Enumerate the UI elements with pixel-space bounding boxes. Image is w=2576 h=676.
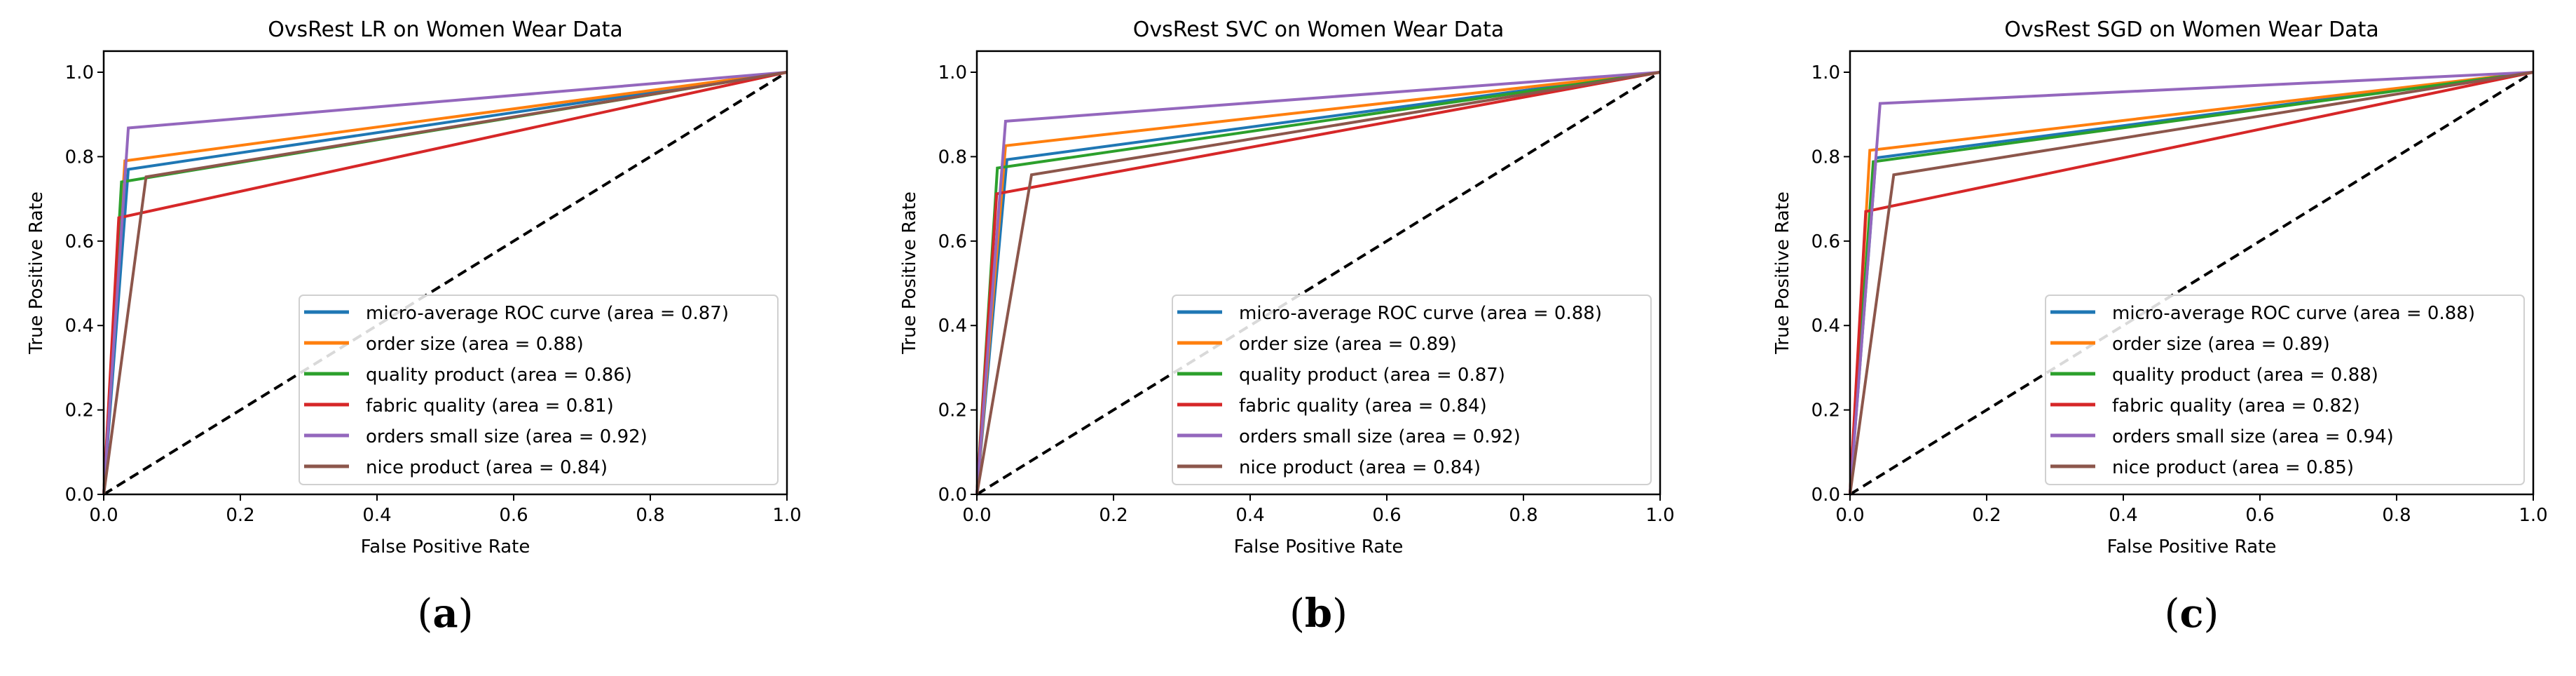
- legend-box: [1172, 295, 1652, 485]
- x-tick-label: 0.2: [1099, 505, 1128, 526]
- y-tick-label: 0.0: [65, 485, 94, 506]
- legend-label: fabric quality (area = 0.82): [2112, 396, 2360, 417]
- legend-label: order size (area = 0.88): [366, 334, 584, 355]
- y-tick-label: 0.4: [938, 316, 967, 337]
- y-axis-label: True Positive Rate: [26, 191, 47, 355]
- legend-box: [2045, 295, 2525, 485]
- legend-label: quality product (area = 0.88): [2112, 365, 2378, 386]
- y-axis-label: True Positive Rate: [1772, 191, 1793, 355]
- legend-label: micro-average ROC curve (area = 0.88): [1239, 303, 1602, 324]
- y-tick-label: 0.2: [938, 400, 967, 421]
- y-tick-label: 1.0: [1811, 62, 1840, 83]
- y-tick-label: 0.2: [65, 400, 94, 421]
- legend-label: nice product (area = 0.85): [2112, 457, 2354, 478]
- roc-curve-4: [975, 71, 1661, 495]
- y-tick-label: 0.6: [938, 231, 967, 252]
- axes-frame: [975, 50, 1662, 496]
- y-tick-label: 1.0: [938, 62, 967, 83]
- roc-curve-5: [102, 71, 788, 495]
- x-tick-label: 0.0: [1835, 505, 1864, 526]
- chart-title: OvsRest SVC on Women Wear Data: [1133, 18, 1505, 42]
- roc-panel: OvsRest SVC on Women Wear Data 0.0 0.2 0.4 0…: [899, 18, 1675, 557]
- x-tick-label: 1.0: [1645, 505, 1674, 526]
- x-tick-label: 0.6: [499, 505, 528, 526]
- y-axis-label: True Positive Rate: [899, 191, 920, 355]
- y-tick-label: 0.2: [1811, 400, 1840, 421]
- legend-label: orders small size (area = 0.92): [1239, 426, 1521, 447]
- caption-letter: b: [1304, 590, 1333, 637]
- x-tick-label: 0.4: [362, 505, 391, 526]
- legend-label: nice product (area = 0.84): [1239, 457, 1481, 478]
- y-tick-label: 0.4: [65, 316, 94, 337]
- roc-panel: OvsRest LR on Women Wear Data 0.0 0.2 0.4 0.…: [26, 18, 802, 557]
- legend: micro-average ROC curve (area = 0.88) ord…: [2045, 295, 2525, 485]
- x-tick-label: 0.8: [1509, 505, 1537, 526]
- y-tick-label: 0.6: [65, 231, 94, 252]
- roc-curve-5: [975, 71, 1661, 495]
- caption-letter: c: [2179, 590, 2204, 637]
- roc-curve-5: [1849, 71, 2534, 495]
- chance-diagonal-line: [102, 71, 788, 496]
- subfigure-caption: (b): [1289, 590, 1348, 637]
- x-tick-label: 0.4: [1235, 505, 1264, 526]
- x-axis-label: False Positive Rate: [1234, 536, 1404, 557]
- x-tick-label: 0.6: [1372, 505, 1401, 526]
- subfigure-caption: (a): [417, 590, 474, 637]
- x-tick-label: 1.0: [772, 505, 801, 526]
- legend: micro-average ROC curve (area = 0.88) ord…: [1172, 295, 1652, 485]
- legend-label: fabric quality (area = 0.84): [1239, 396, 1487, 417]
- y-tick-label: 0.4: [1811, 316, 1840, 337]
- legend-label: micro-average ROC curve (area = 0.87): [366, 303, 729, 324]
- legend: micro-average ROC curve (area = 0.87) ord…: [299, 295, 779, 485]
- y-tick-label: 0.0: [938, 485, 967, 506]
- roc-panel: OvsRest SGD on Women Wear Data 0.0 0.2 0.4 0…: [1772, 18, 2548, 557]
- legend-label: micro-average ROC curve (area = 0.88): [2112, 303, 2475, 324]
- chance-diagonal-line: [1849, 71, 2535, 496]
- y-tick-label: 1.0: [65, 62, 94, 83]
- chart-title: OvsRest LR on Women Wear Data: [268, 18, 623, 42]
- y-tick-label: 0.6: [1811, 231, 1840, 252]
- y-tick-label: 0.8: [1811, 147, 1840, 168]
- subfigure-caption: (c): [2164, 590, 2219, 637]
- x-tick-label: 0.6: [2245, 505, 2274, 526]
- x-axis-label: False Positive Rate: [361, 536, 530, 557]
- x-tick-label: 0.4: [2109, 505, 2137, 526]
- x-tick-label: 0.2: [1972, 505, 2001, 526]
- roc-curve-4: [1849, 71, 2534, 495]
- chance-diagonal-line: [975, 71, 1662, 496]
- y-tick-label: 0.8: [65, 147, 94, 168]
- legend-label: quality product (area = 0.86): [366, 365, 632, 386]
- x-tick-label: 1.0: [2519, 505, 2547, 526]
- legend-box: [299, 295, 779, 485]
- x-tick-label: 0.0: [962, 505, 991, 526]
- x-tick-label: 0.2: [226, 505, 254, 526]
- axes-frame: [1849, 50, 2535, 496]
- legend-label: nice product (area = 0.84): [366, 457, 608, 478]
- legend-label: order size (area = 0.89): [1239, 334, 1457, 355]
- x-axis-label: False Positive Rate: [2107, 536, 2277, 557]
- y-tick-label: 0.8: [938, 147, 967, 168]
- x-tick-label: 0.8: [636, 505, 664, 526]
- roc-curve-3: [1849, 71, 2534, 495]
- legend-label: orders small size (area = 0.92): [366, 426, 648, 447]
- caption-letter: a: [432, 590, 458, 637]
- x-tick-label: 0.0: [89, 505, 118, 526]
- roc-curve-4: [102, 71, 788, 495]
- axes-frame: [102, 50, 788, 496]
- chart-title: OvsRest SGD on Women Wear Data: [2004, 18, 2378, 42]
- legend-label: fabric quality (area = 0.81): [366, 396, 614, 417]
- x-tick-label: 0.8: [2382, 505, 2411, 526]
- legend-label: quality product (area = 0.87): [1239, 365, 1505, 386]
- y-tick-label: 0.0: [1811, 485, 1840, 506]
- legend-label: orders small size (area = 0.94): [2112, 426, 2394, 447]
- legend-label: order size (area = 0.89): [2112, 334, 2330, 355]
